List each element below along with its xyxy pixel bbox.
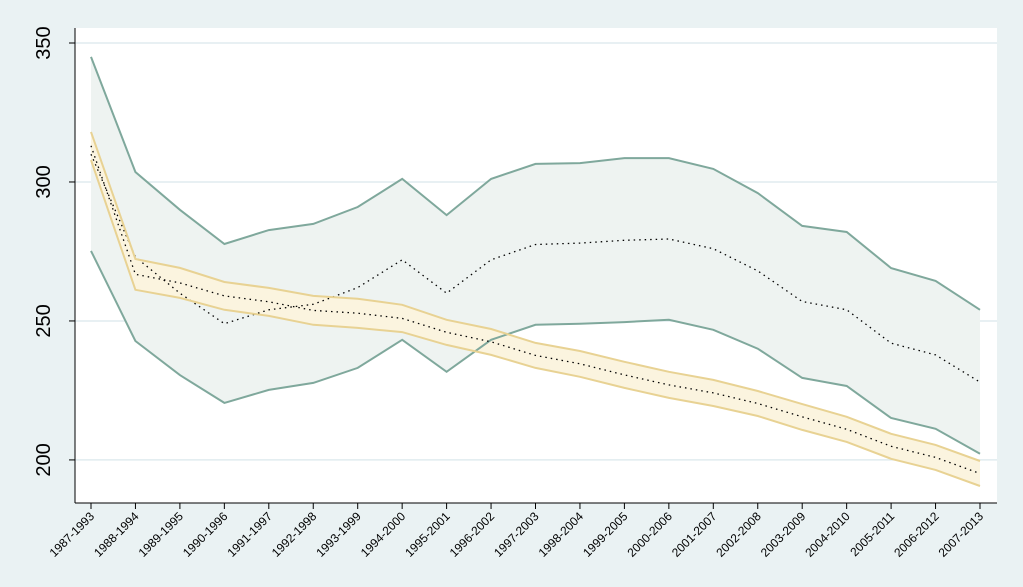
band-area: [91, 131, 980, 486]
center-line: [90, 145, 981, 475]
upper-bound: [90, 56, 981, 311]
y-tick-label: 250: [33, 304, 55, 337]
y-tick-label: 300: [33, 165, 55, 198]
center-line: [90, 153, 981, 383]
y-tick-label: 350: [33, 26, 55, 59]
lower-bound: [90, 159, 981, 487]
lower-bound: [90, 250, 981, 455]
y-tick-label: 200: [33, 443, 55, 476]
upper-bound: [90, 131, 981, 462]
band-area: [91, 56, 980, 454]
